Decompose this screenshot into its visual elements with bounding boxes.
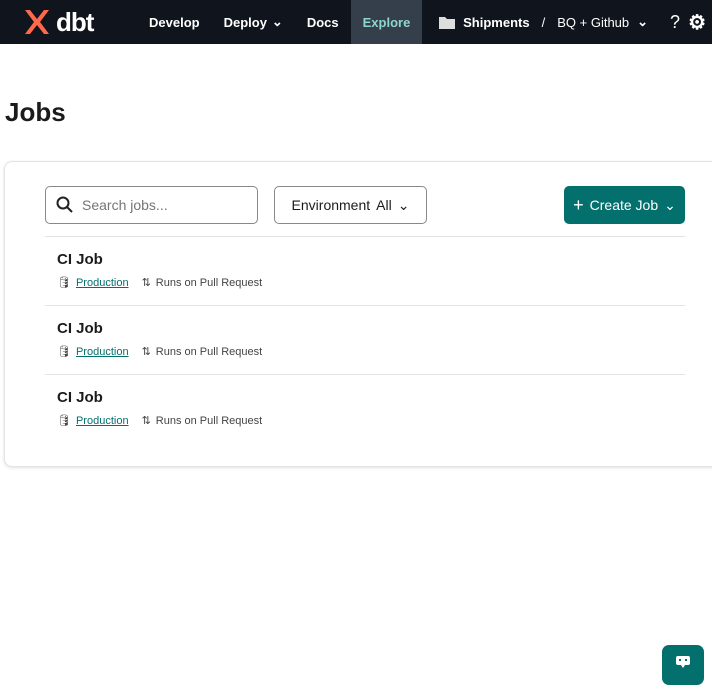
database-icon: 🛢 — [57, 277, 71, 289]
page-title: Jobs — [5, 97, 66, 127]
folder-icon — [439, 17, 456, 29]
pull-request-icon: ⇅ — [141, 346, 151, 358]
job-row[interactable]: CI Job 🛢 Production ⇅ Runs on Pull Request — [45, 305, 685, 374]
gear-icon[interactable]: ⚙ — [688, 11, 706, 34]
nav-develop[interactable]: Develop — [137, 0, 212, 44]
job-row[interactable]: CI Job 🛢 Production ⇅ Runs on Pull Request — [45, 374, 685, 443]
database-icon: 🛢 — [57, 415, 71, 427]
nav-label: Explore — [362, 14, 411, 30]
pull-request-icon: ⇅ — [141, 277, 151, 289]
create-job-label: Create Job — [589, 197, 659, 213]
breadcrumb-separator: / — [541, 14, 546, 30]
database-icon: 🛢 — [57, 346, 71, 358]
job-title[interactable]: CI Job — [57, 320, 103, 337]
job-title[interactable]: CI Job — [57, 389, 103, 406]
jobs-list: CI Job 🛢 Production ⇅ Runs on Pull Request … — [45, 236, 685, 443]
job-row[interactable]: CI Job 🛢 Production ⇅ Runs on Pull Request — [45, 236, 685, 305]
search-box[interactable] — [45, 186, 258, 224]
nav-label: Docs — [306, 14, 339, 30]
nav-explore[interactable]: Explore — [350, 0, 423, 44]
top-nav: dbt Develop Deploy ⌄ Docs Explore Shipmen… — [0, 0, 712, 44]
nav-label: Develop — [149, 14, 200, 30]
create-job-button[interactable]: + Create Job ⌄ — [564, 186, 685, 224]
env-value: All — [376, 197, 392, 213]
nav-deploy[interactable]: Deploy ⌄ — [212, 0, 295, 44]
nav-docs[interactable]: Docs — [295, 0, 351, 44]
project-selector[interactable]: BQ + Github — [557, 14, 630, 30]
dbt-logo[interactable]: dbt — [22, 7, 137, 38]
search-input[interactable] — [82, 197, 242, 213]
jobs-card: Environment All ⌄ + Create Job ⌄ CI Job … — [4, 161, 712, 467]
job-trigger: Runs on Pull Request — [155, 414, 263, 427]
help-icon[interactable]: ? — [670, 11, 681, 32]
nav-label: Deploy — [223, 14, 267, 30]
dbt-logo-icon — [25, 10, 49, 34]
job-title[interactable]: CI Job — [57, 251, 103, 268]
env-label: Environment — [291, 197, 371, 213]
chevron-down-icon: ⌄ — [397, 196, 410, 213]
environment-link[interactable]: Production — [75, 414, 129, 427]
plus-icon: + — [573, 194, 584, 215]
job-trigger: Runs on Pull Request — [155, 345, 263, 358]
chat-button[interactable] — [662, 645, 704, 685]
chevron-down-icon: ⌄ — [664, 196, 676, 213]
account-name[interactable]: Shipments — [463, 14, 530, 30]
job-trigger: Runs on Pull Request — [155, 276, 263, 289]
pull-request-icon: ⇅ — [141, 415, 151, 427]
environment-link[interactable]: Production — [75, 276, 129, 289]
chevron-down-icon: ⌄ — [637, 14, 649, 29]
chat-bot-icon — [676, 656, 690, 668]
search-icon — [56, 196, 73, 213]
environment-link[interactable]: Production — [75, 345, 129, 358]
environment-filter[interactable]: Environment All ⌄ — [274, 186, 427, 224]
logo-text: dbt — [56, 6, 94, 37]
chevron-down-icon: ⌄ — [271, 14, 283, 29]
